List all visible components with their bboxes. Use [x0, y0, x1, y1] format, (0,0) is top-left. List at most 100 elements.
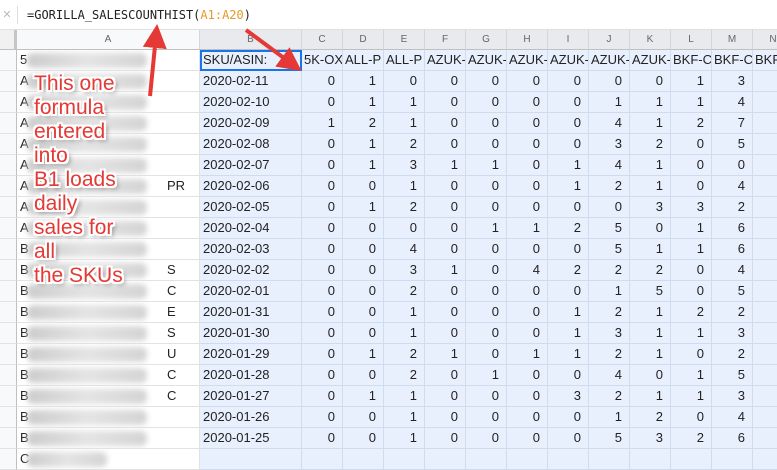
cell-A[interactable]: A [17, 113, 200, 134]
sales-count-cell[interactable]: 0 [507, 323, 548, 344]
sales-count-cell[interactable]: 0 [302, 218, 343, 239]
sales-count-cell[interactable]: 0 [507, 92, 548, 113]
sales-count-cell[interactable]: 1 [343, 197, 384, 218]
sales-count-cell[interactable]: 7 [712, 113, 753, 134]
row-header[interactable] [0, 302, 17, 323]
sku-header[interactable]: AZUK- [466, 50, 507, 71]
column-header-F[interactable]: F [425, 30, 466, 50]
sales-count-cell[interactable]: 0 [302, 281, 343, 302]
sales-count-cell[interactable]: 3 [548, 386, 589, 407]
column-header-K[interactable]: K [630, 30, 671, 50]
sales-count-cell[interactable]: 1 [466, 218, 507, 239]
column-header-E[interactable]: E [384, 30, 425, 50]
sales-count-cell[interactable]: 5 [589, 218, 630, 239]
sales-count-cell[interactable]: 0 [671, 407, 712, 428]
sales-count-cell[interactable]: 0 [507, 239, 548, 260]
sales-count-cell[interactable]: 4 [712, 92, 753, 113]
cell[interactable] [753, 197, 777, 218]
sales-count-cell[interactable]: 0 [425, 281, 466, 302]
sales-count-cell[interactable]: 3 [384, 260, 425, 281]
sales-count-cell[interactable]: 0 [343, 302, 384, 323]
sku-header[interactable]: ALL-P [384, 50, 425, 71]
sales-count-cell[interactable]: 3 [630, 197, 671, 218]
sales-count-cell[interactable]: 4 [507, 260, 548, 281]
sales-count-cell[interactable]: 1 [630, 92, 671, 113]
date-cell[interactable]: 2020-02-07 [200, 155, 302, 176]
sales-count-cell[interactable]: 0 [343, 176, 384, 197]
sales-count-cell[interactable]: 0 [507, 407, 548, 428]
cell[interactable] [753, 365, 777, 386]
sales-count-cell[interactable]: 2 [343, 113, 384, 134]
sales-count-cell[interactable]: 4 [589, 155, 630, 176]
cell[interactable] [753, 92, 777, 113]
cell-A[interactable]: B [17, 428, 200, 449]
sales-count-cell[interactable]: 0 [302, 302, 343, 323]
column-header-J[interactable]: J [589, 30, 630, 50]
sales-count-cell[interactable]: 0 [548, 407, 589, 428]
row-header[interactable] [0, 365, 17, 386]
sales-count-cell[interactable]: 2 [384, 281, 425, 302]
sales-count-cell[interactable]: 0 [302, 92, 343, 113]
sales-count-cell[interactable]: 0 [630, 365, 671, 386]
sales-count-cell[interactable]: 1 [630, 344, 671, 365]
date-cell[interactable]: 2020-01-27 [200, 386, 302, 407]
sales-count-cell[interactable]: 0 [507, 386, 548, 407]
row-header[interactable] [0, 260, 17, 281]
sales-count-cell[interactable]: 0 [589, 71, 630, 92]
date-cell[interactable]: 2020-02-05 [200, 197, 302, 218]
cell[interactable] [753, 428, 777, 449]
sales-count-cell[interactable]: 0 [425, 71, 466, 92]
date-cell[interactable]: 2020-02-04 [200, 218, 302, 239]
sales-count-cell[interactable]: 0 [507, 302, 548, 323]
sales-count-cell[interactable]: 5 [589, 428, 630, 449]
sales-count-cell[interactable]: 0 [343, 218, 384, 239]
sales-count-cell[interactable]: 1 [343, 92, 384, 113]
sales-count-cell[interactable]: 0 [466, 134, 507, 155]
sales-count-cell[interactable]: 0 [343, 281, 384, 302]
row-header[interactable] [0, 218, 17, 239]
sales-count-cell[interactable]: 1 [384, 176, 425, 197]
sales-count-cell[interactable]: 2 [712, 302, 753, 323]
sales-count-cell[interactable]: 1 [343, 134, 384, 155]
sales-count-cell[interactable]: 0 [425, 92, 466, 113]
sales-count-cell[interactable]: 0 [302, 365, 343, 386]
sales-count-cell[interactable]: 2 [548, 260, 589, 281]
cell-A[interactable]: A [17, 71, 200, 92]
cell[interactable] [753, 71, 777, 92]
sales-count-cell[interactable]: 1 [671, 386, 712, 407]
sales-count-cell[interactable]: 1 [630, 113, 671, 134]
sales-count-cell[interactable]: 0 [302, 386, 343, 407]
sales-count-cell[interactable]: 0 [466, 428, 507, 449]
cell-A[interactable]: B [17, 239, 200, 260]
sales-count-cell[interactable]: 0 [466, 260, 507, 281]
sales-count-cell[interactable]: 2 [589, 176, 630, 197]
date-cell[interactable]: 2020-02-06 [200, 176, 302, 197]
sales-count-cell[interactable]: 0 [548, 92, 589, 113]
sales-count-cell[interactable]: 2 [384, 197, 425, 218]
cell[interactable] [753, 302, 777, 323]
row-header[interactable] [0, 113, 17, 134]
sales-count-cell[interactable]: 3 [671, 197, 712, 218]
sales-count-cell[interactable]: 1 [507, 344, 548, 365]
cell[interactable] [753, 113, 777, 134]
sales-count-cell[interactable]: 0 [302, 239, 343, 260]
sales-count-cell[interactable]: 1 [671, 365, 712, 386]
cell-A[interactable]: A [17, 92, 200, 113]
sales-count-cell[interactable]: 4 [712, 260, 753, 281]
sales-count-cell[interactable]: 2 [712, 344, 753, 365]
sales-count-cell[interactable]: 0 [507, 176, 548, 197]
sales-count-cell[interactable]: 1 [671, 71, 712, 92]
sales-count-cell[interactable]: 0 [548, 113, 589, 134]
sales-count-cell[interactable]: 1 [548, 176, 589, 197]
sales-count-cell[interactable]: 1 [630, 302, 671, 323]
sales-count-cell[interactable]: 1 [466, 155, 507, 176]
sales-count-cell[interactable]: 5 [712, 134, 753, 155]
sales-count-cell[interactable]: 1 [630, 386, 671, 407]
sales-count-cell[interactable]: 4 [712, 407, 753, 428]
date-cell[interactable]: 2020-01-31 [200, 302, 302, 323]
sales-count-cell[interactable]: 0 [507, 197, 548, 218]
sales-count-cell[interactable]: 2 [712, 197, 753, 218]
sales-count-cell[interactable]: 1 [589, 281, 630, 302]
sales-count-cell[interactable]: 0 [302, 197, 343, 218]
